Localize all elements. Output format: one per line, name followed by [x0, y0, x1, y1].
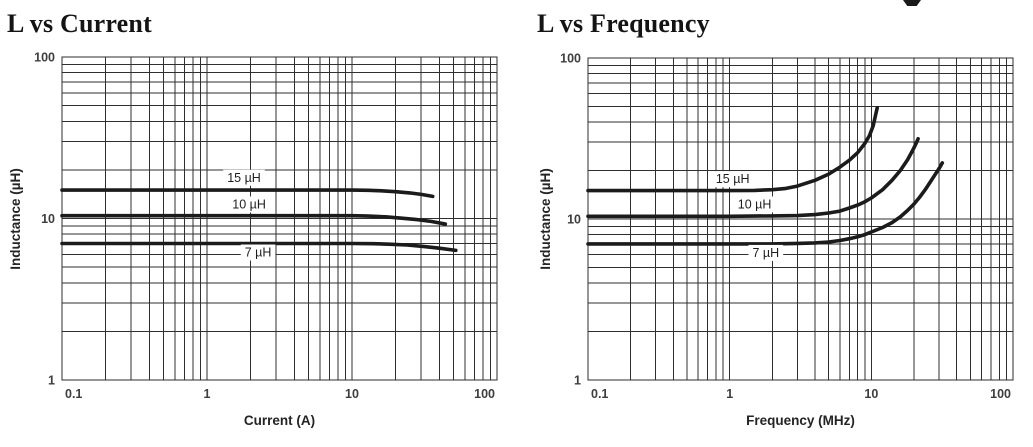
inductance-curve-7-µH	[586, 161, 945, 246]
curve-label-bg	[240, 244, 276, 261]
inductance-curve-7-µH	[60, 241, 458, 253]
x-tick-label: 100	[474, 387, 495, 401]
curve-label-bg	[223, 169, 265, 186]
y-tick-label: 100	[34, 51, 55, 65]
y-axis-title: Inductance (µH)	[8, 168, 23, 270]
plot-border	[587, 57, 1014, 381]
cropped-glyph-fragment	[903, 0, 921, 6]
curve-label: 15 µH	[227, 171, 261, 185]
x-tick-label: 100	[990, 387, 1011, 401]
x-tick-label: 0.1	[65, 387, 82, 401]
curve-label: 7 µH	[753, 246, 780, 260]
y-tick-label: 10	[567, 213, 581, 227]
y-tick-label: 100	[560, 52, 581, 66]
inductance-curve-15-µH	[60, 188, 435, 199]
curve-label: 10 µH	[738, 197, 772, 211]
l-vs-frequency-chart: 15 µH 10 µH 7 µH 0.1 1 10 100 100 10 1 L vs Frequ…	[530, 0, 1033, 447]
l-vs-frequency-plot: 15 µH 10 µH 7 µH 0.1 1 10 100 100 10 1	[560, 52, 1014, 401]
x-tick-label: 10	[345, 387, 359, 401]
inductance-curve-15-µH	[586, 106, 880, 193]
curve-label: 7 µH	[245, 246, 272, 260]
curve-label-bg	[228, 196, 270, 213]
y-tick-label: 10	[41, 212, 55, 226]
curve-label-bg	[711, 171, 754, 188]
l-vs-current-chart: 15 µH 10 µH 7 µH 0.1 1 10 100 100 10 1 L vs Curre…	[0, 0, 516, 447]
chart-title: L vs Current	[7, 9, 152, 38]
x-tick-label: 10	[864, 387, 878, 401]
curve-label: 10 µH	[232, 197, 266, 211]
x-tick-label: 1	[726, 387, 733, 401]
x-axis-title: Frequency (MHz)	[746, 413, 855, 428]
inductance-curve-10-µH	[60, 213, 448, 226]
curve-label-bg	[748, 244, 784, 261]
y-tick-label: 1	[48, 374, 55, 388]
x-axis-title: Current (A)	[243, 413, 316, 428]
chart-title: L vs Frequency	[537, 9, 710, 38]
x-tick-label: 1	[204, 387, 211, 401]
inductance-curve-10-µH	[586, 137, 920, 219]
curve-label-bg	[733, 196, 776, 213]
plot-border	[61, 56, 498, 381]
y-tick-label: 1	[574, 374, 581, 388]
l-vs-current-plot: 15 µH 10 µH 7 µH 0.1 1 10 100 100 10 1	[34, 51, 498, 401]
y-axis-title: Inductance (µH)	[538, 168, 553, 270]
x-tick-label: 0.1	[591, 387, 608, 401]
curve-label: 15 µH	[716, 172, 750, 186]
